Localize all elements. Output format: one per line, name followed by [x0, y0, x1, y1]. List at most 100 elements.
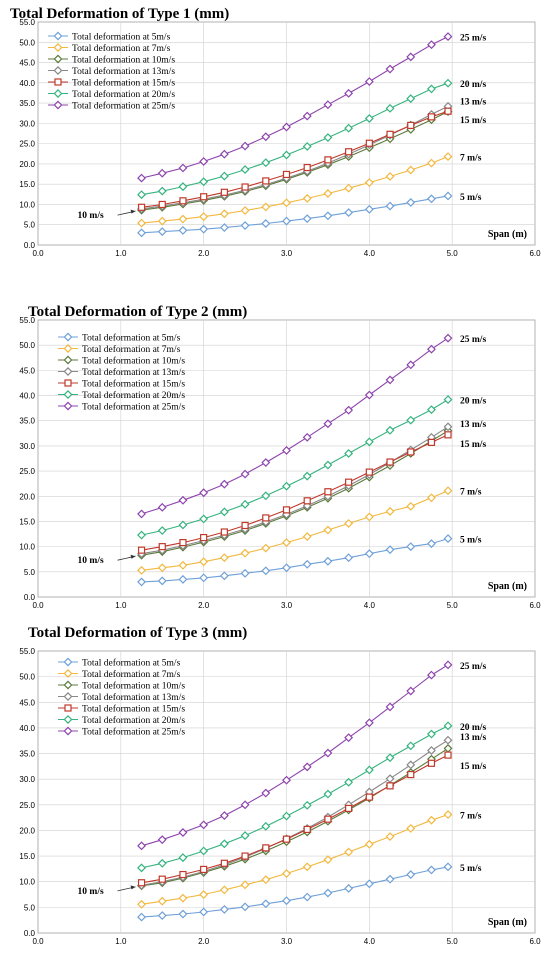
- data-point: [200, 193, 208, 201]
- data-point: [364, 879, 374, 889]
- data-point: [443, 735, 453, 745]
- data-point: [386, 130, 394, 138]
- data-point: [282, 506, 291, 514]
- y-tick-label: 35.0: [19, 417, 35, 426]
- legend-marker: [63, 355, 73, 365]
- data-point: [178, 574, 188, 584]
- data-point: [427, 670, 436, 680]
- series-end-label: 13 m/s: [460, 733, 486, 743]
- legend-marker: [53, 31, 63, 41]
- data-point: [302, 193, 312, 203]
- data-point: [427, 759, 436, 767]
- data-point: [199, 157, 209, 166]
- x-tick-label: 6.0: [529, 937, 541, 946]
- data-point: [199, 573, 209, 583]
- legend-entry: Total deformation at 7m/s: [82, 669, 181, 680]
- data-point: [199, 907, 209, 917]
- data-point: [302, 800, 312, 810]
- data-point: [385, 64, 395, 74]
- data-point: [443, 395, 453, 405]
- y-tick-label: 25.0: [19, 140, 35, 149]
- series-5: [137, 107, 452, 211]
- legend-entry: Total deformation at 25m/s: [82, 402, 185, 413]
- data-point: [219, 839, 229, 849]
- legend-entry: Total deformation at 10m/s: [82, 681, 185, 692]
- data-point: [302, 432, 312, 442]
- y-tick-label: 45.0: [19, 366, 35, 375]
- gridlines: [38, 320, 535, 597]
- data-point: [323, 525, 333, 535]
- y-tick-label: 0.0: [24, 241, 36, 250]
- data-point: [240, 548, 250, 558]
- y-tick-label: 5.0: [24, 903, 36, 912]
- y-tick-label: 30.0: [19, 775, 35, 784]
- series-line: [141, 426, 449, 555]
- data-point: [364, 718, 374, 728]
- series-line: [141, 664, 449, 847]
- data-point: [443, 32, 453, 42]
- data-point: [443, 486, 453, 496]
- data-point: [344, 449, 354, 458]
- series-3: [137, 743, 453, 891]
- series-line: [141, 111, 449, 211]
- data-point: [240, 141, 250, 151]
- data-point: [137, 530, 146, 540]
- data-point: [137, 203, 146, 211]
- data-point: [219, 479, 229, 489]
- data-point: [137, 899, 146, 909]
- data-point: [385, 506, 395, 516]
- data-point: [157, 526, 167, 535]
- data-point: [344, 123, 354, 133]
- data-point: [364, 765, 374, 775]
- data-point: [385, 832, 395, 842]
- series-line: [141, 430, 449, 556]
- series-6: [137, 78, 453, 200]
- data-point: [323, 189, 333, 198]
- data-point: [365, 468, 373, 476]
- data-point: [282, 170, 291, 179]
- data-point: [178, 214, 188, 224]
- y-tick-label: 15.0: [19, 852, 35, 861]
- gridlines: [38, 22, 535, 245]
- y-tick-label: 45.0: [19, 698, 35, 707]
- data-point: [261, 566, 271, 576]
- data-point: [240, 880, 250, 890]
- data-point: [261, 899, 271, 909]
- data-point: [302, 892, 312, 902]
- y-tick-label: 55.0: [19, 18, 35, 27]
- data-point: [323, 855, 333, 865]
- data-point: [344, 405, 354, 415]
- data-point: [178, 225, 188, 235]
- series-end-label: 7 m/s: [460, 812, 482, 822]
- x-tick-label: 0.0: [32, 249, 44, 258]
- data-point: [406, 870, 416, 879]
- data-point: [344, 553, 354, 563]
- data-point: [178, 909, 188, 919]
- series-end-label: 20 m/s: [460, 80, 486, 90]
- data-point: [443, 333, 453, 343]
- y-tick-label: 0.0: [24, 593, 36, 602]
- data-point: [303, 825, 311, 834]
- data-point: [137, 565, 146, 575]
- data-point: [427, 539, 436, 549]
- data-point: [178, 182, 188, 192]
- y-tick-label: 5.0: [24, 221, 36, 230]
- x-tick-label: 1.0: [115, 601, 127, 610]
- data-point: [323, 211, 333, 221]
- series-end-label: 5 m/s: [460, 193, 482, 203]
- data-point: [323, 789, 333, 799]
- series-line: [141, 105, 449, 210]
- data-point: [323, 748, 333, 758]
- data-point: [365, 793, 373, 801]
- x-axis-label: Span (m): [488, 581, 527, 592]
- data-point: [261, 202, 271, 212]
- data-point: [282, 445, 291, 455]
- data-point: [324, 815, 332, 823]
- data-point: [344, 88, 354, 98]
- data-point: [157, 576, 167, 586]
- chart-title: Total Deformation of Type 3 (mm): [28, 625, 247, 641]
- data-point: [219, 571, 229, 581]
- data-point: [282, 811, 291, 821]
- legend-marker: [63, 657, 73, 667]
